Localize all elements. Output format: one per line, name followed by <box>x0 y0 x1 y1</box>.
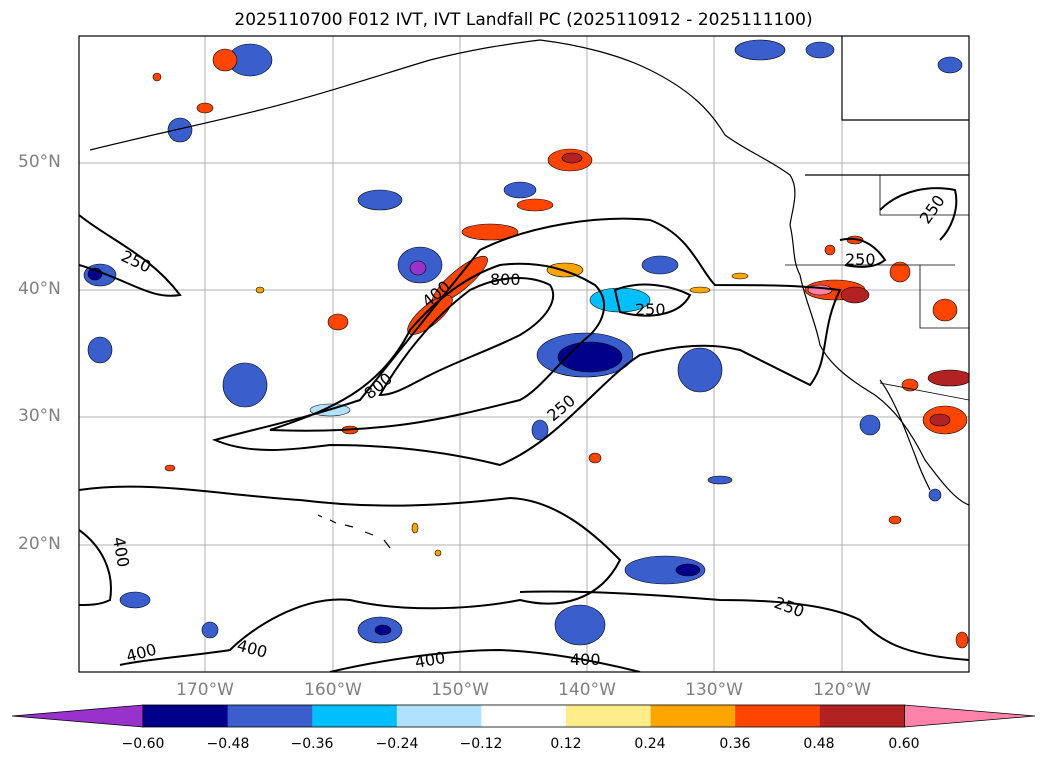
colorbar-tick: 0.36 <box>719 736 751 752</box>
contour-400-south <box>79 485 622 666</box>
lat-label-40n: 40°N <box>18 279 61 299</box>
contour-label: 400 <box>570 650 601 669</box>
colorbar-tick: −0.12 <box>459 736 503 752</box>
colorbar-tick: −0.24 <box>375 736 419 752</box>
coastlines <box>89 36 969 549</box>
contour-800-inner <box>378 277 555 397</box>
contour-400-inner <box>269 262 605 432</box>
colorbar <box>11 704 1036 728</box>
map-title: 2025110700 F012 IVT, IVT Landfall PC (20… <box>234 10 813 30</box>
colorbar-extend-min <box>11 704 144 728</box>
colorbar-extend-max <box>904 704 1036 728</box>
contour-label: 250 <box>845 250 876 269</box>
lon-label-130w: 130°W <box>685 680 743 700</box>
colorbar-segment <box>396 705 482 727</box>
lon-label-170w: 170°W <box>176 680 234 700</box>
lon-label-140w: 140°W <box>558 680 616 700</box>
colorbar-tick: −0.48 <box>206 736 250 752</box>
lat-label-20n: 20°N <box>18 534 61 554</box>
negative-pc-patches <box>83 39 963 646</box>
colorbar-tick: −0.36 <box>290 736 334 752</box>
contour-400-southwest <box>79 529 112 606</box>
colorbar-segment <box>650 705 736 727</box>
positive-pc-patches <box>152 48 969 649</box>
colorbar-frame <box>142 704 905 728</box>
hawaii-islands <box>317 514 391 549</box>
colorbar-tick: 0.60 <box>888 736 920 752</box>
contour-250-ring-east <box>613 283 692 317</box>
lon-label-150w: 150°W <box>431 680 489 700</box>
contour-250-main <box>212 217 842 467</box>
colorbar-tick: 0.12 <box>550 736 582 752</box>
colorbar-segment <box>566 705 652 727</box>
colorbar-tick: 0.24 <box>634 736 666 752</box>
us-state-lines <box>785 175 969 401</box>
map-frame <box>78 35 970 673</box>
colorbar-segment <box>819 705 905 727</box>
colorbar-tick: −0.60 <box>121 736 165 752</box>
contour-label: 800 <box>490 270 521 289</box>
contour-250-south <box>519 590 969 661</box>
lat-label-50n: 50°N <box>18 152 61 172</box>
contour-250-california <box>839 237 887 268</box>
lon-label-120w: 120°W <box>813 680 871 700</box>
lat-label-30n: 30°N <box>18 406 61 426</box>
colorbar-segment <box>735 705 821 727</box>
alaska-coast <box>89 39 796 226</box>
contour-400-bottom <box>329 648 641 672</box>
alaska-interior-border <box>841 36 969 121</box>
colorbar-segment <box>312 705 398 727</box>
west-coast <box>789 224 969 506</box>
contour-250-ne <box>879 187 958 241</box>
baja-california <box>879 379 931 491</box>
contour-label: 250 <box>635 300 666 319</box>
colorbar-segment <box>481 705 567 727</box>
colorbar-segment <box>143 705 229 727</box>
colorbar-tick: 0.48 <box>803 736 835 752</box>
ivt-contours <box>79 187 969 672</box>
lon-label-160w: 160°W <box>304 680 362 700</box>
contour-250-west <box>79 214 182 297</box>
map-area <box>79 36 969 672</box>
colorbar-segment <box>227 705 313 727</box>
